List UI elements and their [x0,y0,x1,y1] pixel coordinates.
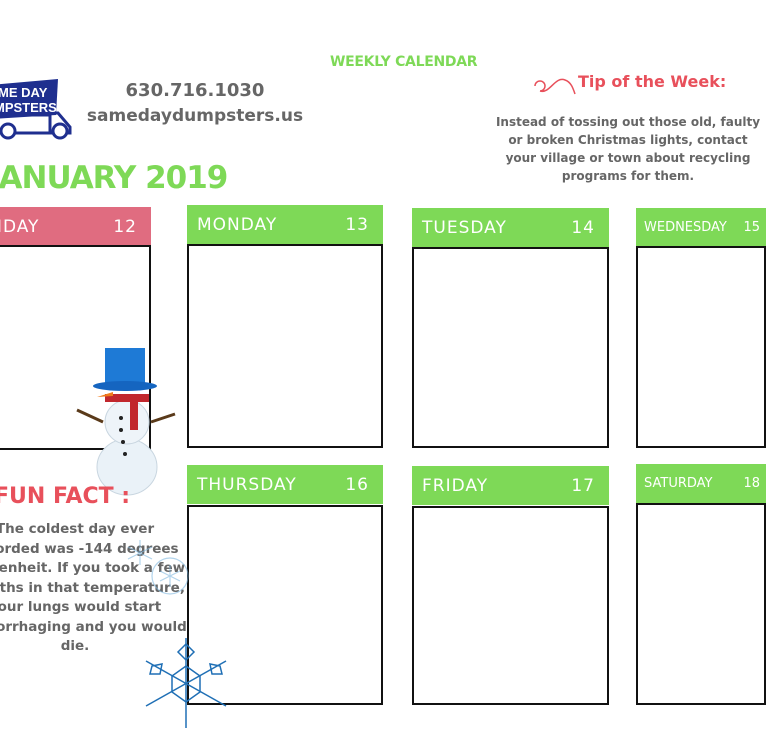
tip-body: Instead of tossing out those old, faulty… [495,115,761,183]
fun-fact-title: FUN FACT : [0,484,131,509]
svg-text:ME DAY: ME DAY [0,85,48,100]
day-header-wednesday: WEDNESDAY 15 [636,208,766,247]
day-name: SUNDAY [0,216,40,237]
day-header-monday: MONDAY 13 [187,205,383,244]
day-date: 13 [345,214,369,235]
day-date: 14 [571,217,595,238]
fun-fact-body: The coldest day ever recorded was -144 d… [0,521,187,654]
day-box-saturday[interactable] [636,503,766,705]
day-header-thursday: THURSDAY 16 [187,465,383,504]
day-date: 15 [743,220,760,235]
day-name: TUESDAY [422,217,507,238]
day-name: WEDNESDAY [644,220,727,235]
day-date: 16 [345,474,369,495]
day-name: FRIDAY [422,475,489,496]
day-header-sunday: SUNDAY 12 [0,207,151,246]
day-header-tuesday: TUESDAY 14 [412,208,609,247]
day-box-monday[interactable] [187,244,383,448]
svg-text:MPSTERS: MPSTERS [0,100,57,115]
day-name: THURSDAY [197,474,297,495]
day-header-saturday: SATURDAY 18 [636,464,766,503]
snowflake-icon [145,638,227,728]
day-date: 12 [113,216,137,237]
day-header-friday: FRIDAY 17 [412,466,609,505]
logo-truck-icon: ME DAY MPSTERS [0,79,72,140]
day-box-friday[interactable] [412,506,609,705]
website: samedaydumpsters.us [86,106,304,126]
day-box-thursday[interactable] [187,505,383,705]
day-box-tuesday[interactable] [412,247,609,448]
month-heading: JANUARY 2019 [0,160,228,196]
page-title: WEEKLY CALENDAR [330,54,478,70]
snowman-icon [76,348,176,496]
day-name: MONDAY [197,214,278,235]
day-box-wednesday[interactable] [636,246,766,448]
day-date: 17 [571,475,595,496]
phone-number: 630.716.1030 [125,80,265,101]
day-date: 18 [743,476,760,491]
tip-title: Tip of the Week: [578,72,727,91]
snowflake-icon [127,540,189,595]
day-name: SATURDAY [644,476,713,491]
swirl-ornament-icon [534,78,576,95]
